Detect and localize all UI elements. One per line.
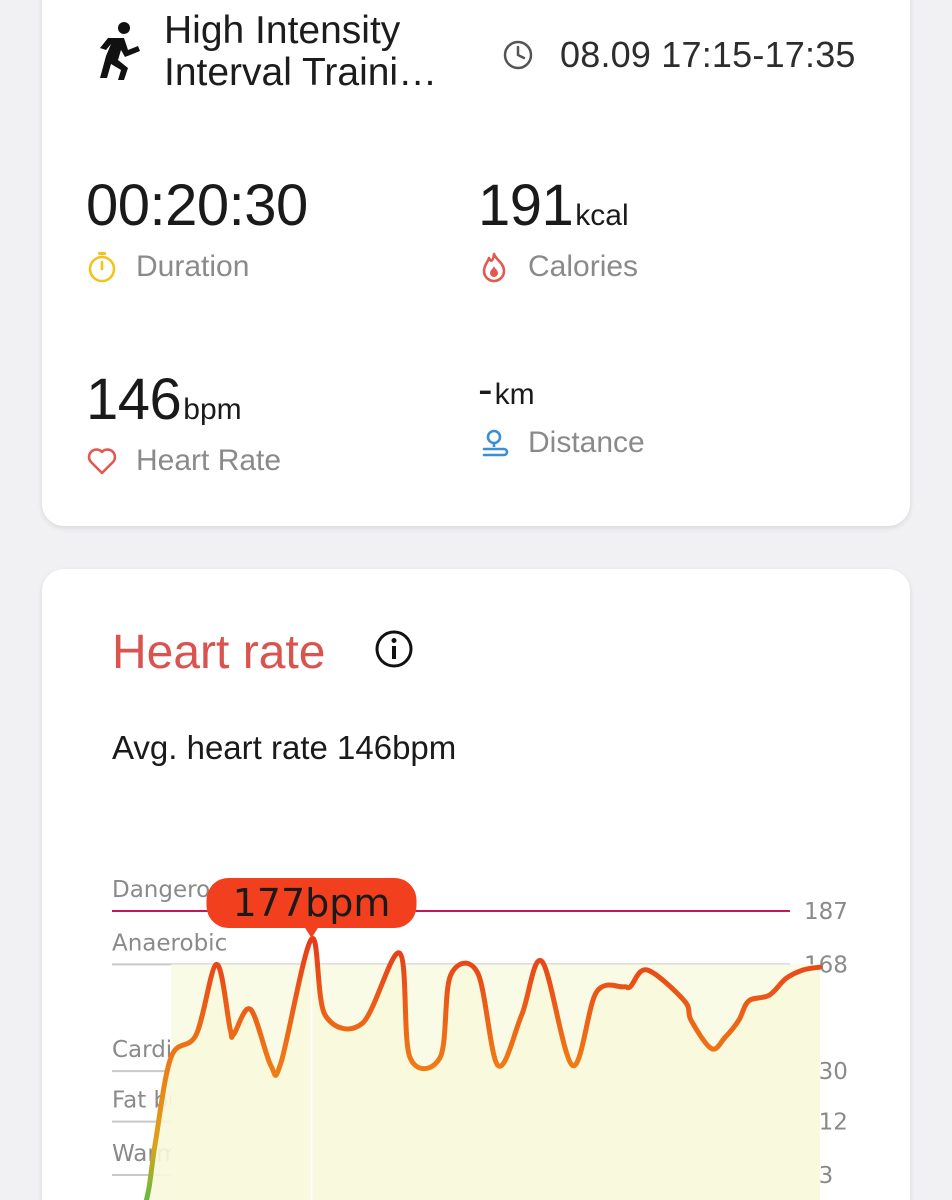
activity-title-line2: Interval Traini… — [164, 51, 438, 94]
data-layer — [143, 936, 823, 1200]
clock-icon — [503, 40, 533, 70]
stopwatch-icon — [88, 252, 116, 283]
duration-metric: 00:20:30 Duration — [86, 176, 308, 284]
info-icon[interactable] — [374, 629, 414, 669]
heart-rate-metric: 146 bpm Heart Rate — [86, 370, 281, 478]
heart-rate-unit: bpm — [183, 393, 242, 426]
distance-unit: km — [494, 378, 535, 411]
distance-value: - — [478, 365, 493, 414]
hiit-runner-icon — [100, 22, 140, 80]
distance-metric: - km Distance — [478, 365, 645, 460]
average-heart-rate: Avg. heart rate 146bpm — [112, 729, 457, 766]
distance-label: Distance — [528, 426, 645, 459]
heart-rate-title: Heart rate — [112, 626, 326, 679]
peak-label: 177bpm — [233, 881, 391, 925]
heart-rate-line — [143, 936, 823, 1200]
duration-value: 00:20:30 — [86, 173, 308, 238]
location-pin-icon — [482, 429, 509, 457]
workout-summary-card: High Intensity Interval Traini… 08.09 17… — [42, 0, 910, 526]
peak-badge — [206, 878, 417, 928]
calories-metric: 191 kcal Calories — [478, 176, 638, 284]
calories-value: 191 — [478, 173, 574, 238]
zone-label-1: Anaerobic — [112, 930, 227, 956]
heart-icon — [87, 448, 117, 475]
peak-badge-pointer — [304, 927, 319, 939]
calories-label: Calories — [528, 250, 639, 283]
peak-layer: 177bpm — [206, 878, 417, 939]
activity-title: High Intensity Interval Traini… — [164, 10, 464, 94]
heart-rate-card: Heart rate Avg. heart rate 146bpm Danger… — [42, 569, 910, 1200]
duration-label: Duration — [136, 250, 250, 283]
heart-rate-value: 146 — [86, 367, 182, 432]
flame-icon — [482, 252, 506, 283]
calories-unit: kcal — [575, 199, 629, 232]
area-fill — [146, 938, 820, 1200]
activity-time: 08.09 17:15-17:35 — [502, 34, 856, 76]
heart-rate-label: Heart Rate — [136, 444, 282, 477]
y-tick-label-0: 187 — [804, 899, 848, 925]
activity-title-line1: High Intensity — [164, 9, 401, 52]
time-range: 08.09 17:15-17:35 — [560, 34, 856, 75]
